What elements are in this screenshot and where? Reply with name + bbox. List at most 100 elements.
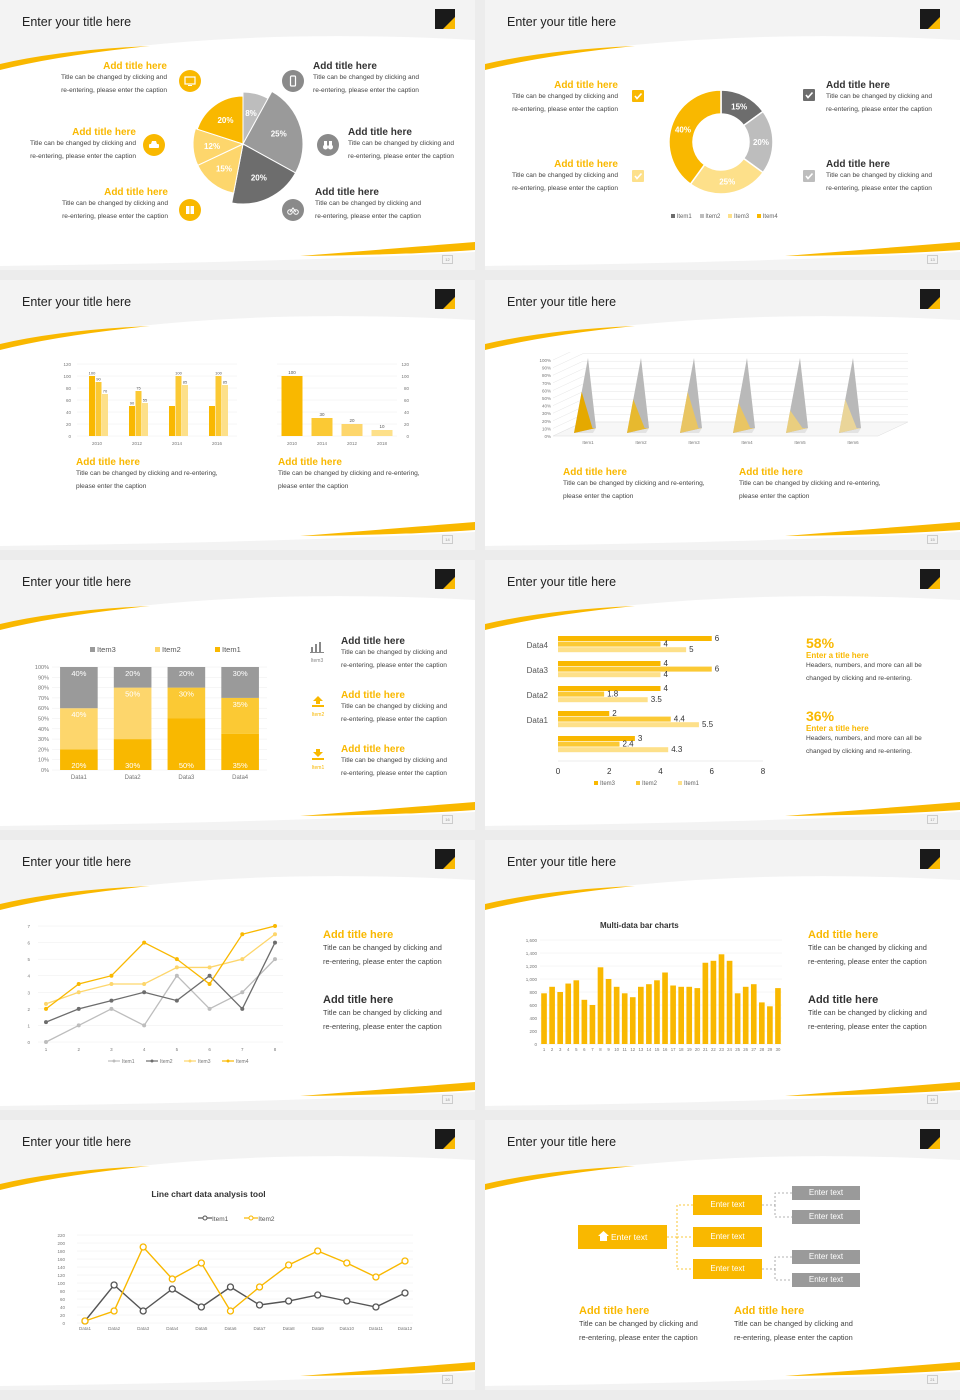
y-tick: 200 bbox=[529, 1029, 537, 1034]
mid-node-2[interactable]: Enter text bbox=[693, 1227, 762, 1247]
page-number: 17 bbox=[927, 815, 938, 824]
caption-line: re-entering, please enter the caption bbox=[315, 212, 421, 220]
stat-text: Headers, numbers, and more can all be bbox=[806, 735, 922, 742]
block-title[interactable]: Add title here bbox=[563, 467, 627, 478]
block-title[interactable]: Add title here bbox=[104, 187, 168, 198]
mid-node-1[interactable]: Enter text bbox=[693, 1195, 762, 1215]
stat-percent[interactable]: 58% bbox=[806, 635, 835, 651]
block-title[interactable]: Add title here bbox=[72, 127, 136, 138]
brand-corner-icon bbox=[920, 569, 940, 589]
slide-bar-charts[interactable]: Enter your title here 120 100 80 60 40 20 0 100… bbox=[0, 280, 475, 550]
stacked-bar-chart: 100% 90% 80% 70% 60% 50% 40% 30% 20% 10% 0% Item3 It… bbox=[35, 645, 267, 781]
caption-line: Title can be changed by clicking and bbox=[341, 649, 448, 656]
stat-title[interactable]: Enter a title here bbox=[806, 651, 869, 660]
stacked-bar bbox=[221, 697, 259, 734]
mid-node-3[interactable]: Enter text bbox=[693, 1259, 762, 1279]
x-tick: 2010 bbox=[92, 441, 103, 446]
block-title[interactable]: Add title here bbox=[808, 994, 879, 1006]
legend-item: Item3 bbox=[728, 214, 749, 220]
pie-label: 20% bbox=[217, 116, 233, 125]
legend-item: Item1 bbox=[198, 1215, 228, 1223]
block-title[interactable]: Add title here bbox=[341, 690, 405, 701]
caption-line: re-entering, please enter the caption bbox=[341, 661, 447, 669]
slide-hierarchy[interactable]: Enter your title here Enter text Enter t… bbox=[485, 1120, 960, 1390]
block-title[interactable]: Add title here bbox=[341, 636, 405, 647]
block-title[interactable]: Add title here bbox=[739, 467, 803, 478]
leaf-node-2[interactable]: Enter text bbox=[792, 1210, 860, 1224]
slide-title[interactable]: Enter your title here bbox=[507, 1135, 617, 1149]
series-line bbox=[45, 933, 276, 1005]
caption-line: re-entering, please enter the caption bbox=[341, 769, 447, 777]
block-title[interactable]: Add title here bbox=[76, 457, 140, 468]
block-title[interactable]: Add title here bbox=[826, 159, 890, 170]
block-title[interactable]: Add title here bbox=[323, 929, 394, 941]
hbar bbox=[558, 736, 635, 741]
slide-title[interactable]: Enter your title here bbox=[22, 855, 132, 869]
x-tick: 8 bbox=[761, 767, 766, 776]
x-tick: 5 bbox=[176, 1047, 179, 1052]
y-tick: 20 bbox=[60, 1313, 66, 1318]
y-tick: 7 bbox=[27, 924, 30, 929]
block-title[interactable]: Add title here bbox=[554, 159, 618, 170]
stat-title[interactable]: Enter a title here bbox=[806, 724, 869, 733]
slide-stacked-bar[interactable]: Enter your title here 100% 90% 80% 70% 60% 50… bbox=[0, 560, 475, 830]
slide-title[interactable]: Enter your title here bbox=[507, 855, 617, 869]
checkbox-icon[interactable] bbox=[632, 170, 644, 182]
root-node[interactable]: Enter text bbox=[578, 1225, 667, 1249]
slide-title[interactable]: Enter your title here bbox=[22, 1135, 132, 1149]
slide-donut-chart[interactable]: Enter your title here 15% 20% 25% 40% Item1… bbox=[485, 0, 960, 270]
chart-title: Line chart data analysis tool bbox=[151, 1189, 266, 1199]
block-title[interactable]: Add title here bbox=[341, 744, 405, 755]
slide-line-chart[interactable]: Enter your title here 7 6 5 4 3 2 1 0 1 2 3 4 5 6 7 8 It… bbox=[0, 840, 475, 1110]
stat-percent[interactable]: 36% bbox=[806, 708, 835, 724]
slide-title[interactable]: Enter your title here bbox=[507, 15, 617, 29]
slide-title[interactable]: Enter your title here bbox=[507, 575, 617, 589]
block-title[interactable]: Add title here bbox=[323, 994, 394, 1006]
legend-label: Item4 bbox=[236, 1059, 249, 1065]
caption-line: Title can be changed by clicking and bbox=[579, 1319, 698, 1328]
y-tick: 2 bbox=[27, 1007, 30, 1012]
block-title[interactable]: Add title here bbox=[278, 457, 342, 468]
checkbox-icon[interactable] bbox=[632, 90, 644, 102]
slide-title[interactable]: Enter your title here bbox=[22, 575, 132, 589]
slide-horizontal-bar[interactable]: Enter your title here 6 4 5 Data4 4 6 4 Data3 4 1… bbox=[485, 560, 960, 830]
block-title[interactable]: Add title here bbox=[579, 1305, 650, 1317]
x-tick: 9 bbox=[607, 1047, 610, 1052]
stat-text: Headers, numbers, and more can all be bbox=[806, 662, 922, 669]
slide-title[interactable]: Enter your title here bbox=[22, 295, 132, 309]
block-title[interactable]: Add title here bbox=[734, 1305, 805, 1317]
caption-line: Title can be changed by clicking and bbox=[826, 93, 933, 100]
block-title[interactable]: Add title here bbox=[808, 929, 879, 941]
block-title[interactable]: Add title here bbox=[826, 80, 890, 91]
leaf-node-3[interactable]: Enter text bbox=[792, 1250, 860, 1264]
caption-line: Title can be changed by clicking and bbox=[808, 943, 927, 952]
checkbox-icon[interactable] bbox=[803, 89, 815, 101]
leaf-node-1[interactable]: Enter text bbox=[792, 1186, 860, 1200]
block-title[interactable]: Add title here bbox=[103, 61, 167, 72]
slide-pie-chart[interactable]: Enter your title here 8% 25% 20% 15% 12% 20% … bbox=[0, 0, 475, 270]
x-tick: Data3 bbox=[137, 1326, 150, 1331]
caption-line: re-entering, please enter the caption bbox=[826, 184, 932, 192]
bar bbox=[215, 376, 222, 436]
block-title[interactable]: Add title here bbox=[313, 61, 377, 72]
y-tick: 20% bbox=[38, 747, 49, 753]
bar bbox=[169, 406, 175, 436]
brand-corner-icon bbox=[920, 9, 940, 29]
block-title[interactable]: Add title here bbox=[315, 187, 379, 198]
caption-line: please enter the caption bbox=[278, 482, 349, 490]
text-block-5: Add title here Title can be changed by cl… bbox=[348, 127, 475, 163]
block-title[interactable]: Add title here bbox=[348, 127, 412, 138]
bar-chart-icon bbox=[310, 642, 324, 653]
y-tick: 70% bbox=[542, 381, 551, 386]
block-title[interactable]: Add title here bbox=[554, 80, 618, 91]
checkbox-icon[interactable] bbox=[803, 170, 815, 182]
slide-title[interactable]: Enter your title here bbox=[22, 15, 132, 29]
slide-line-analysis[interactable]: Enter your title here Line chart data an… bbox=[0, 1120, 475, 1390]
slide-pyramid-chart[interactable]: Enter your title here 100% 90% 80% 70% 60% 50… bbox=[485, 280, 960, 550]
slide-title[interactable]: Enter your title here bbox=[507, 295, 617, 309]
leaf-node-4[interactable]: Enter text bbox=[792, 1273, 860, 1287]
x-tick: 2012 bbox=[347, 441, 358, 446]
slide-multi-bar[interactable]: Enter your title here Multi-data bar cha… bbox=[485, 840, 960, 1110]
data-label: 35% bbox=[233, 700, 248, 709]
x-tick: 2018 bbox=[377, 441, 388, 446]
